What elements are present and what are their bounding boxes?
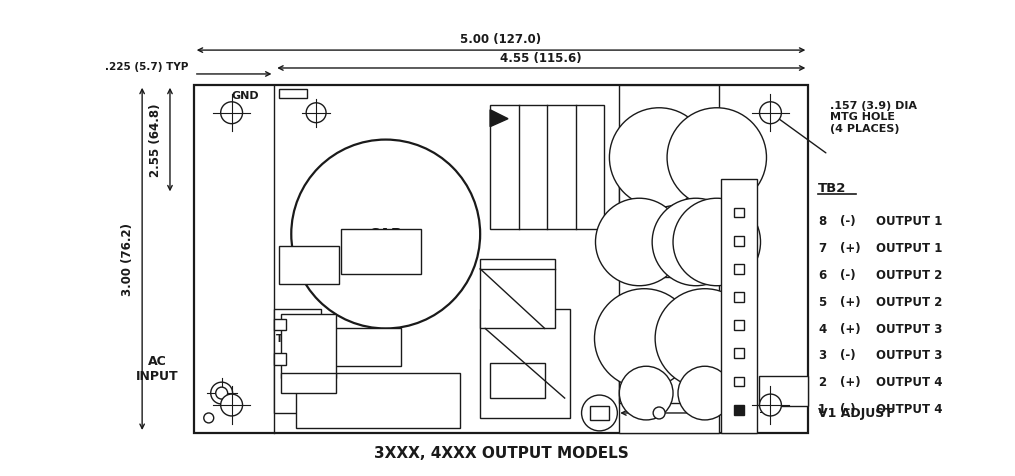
Bar	[194, 86, 808, 433]
Text: 5.00 (127.0): 5.00 (127.0)	[461, 33, 542, 46]
Circle shape	[204, 413, 214, 423]
Bar	[480, 259, 555, 329]
Text: (+): (+)	[840, 376, 861, 388]
Bar	[274, 319, 286, 331]
Circle shape	[619, 367, 673, 420]
Circle shape	[759, 394, 782, 416]
Bar	[734, 208, 744, 218]
Text: AC
INPUT: AC INPUT	[136, 355, 179, 382]
Bar	[341, 229, 420, 274]
Bar	[279, 247, 339, 284]
Bar	[281, 373, 336, 393]
Text: 4.55 (115.6): 4.55 (115.6)	[500, 52, 583, 65]
Bar	[281, 314, 336, 378]
Circle shape	[211, 382, 232, 404]
Text: (-): (-)	[840, 215, 856, 228]
Bar	[734, 348, 744, 358]
Circle shape	[216, 387, 227, 399]
Bar	[734, 377, 744, 387]
Bar	[490, 106, 604, 229]
Text: 5: 5	[818, 295, 826, 308]
Circle shape	[596, 199, 683, 286]
Bar	[296, 373, 460, 428]
Bar	[721, 180, 756, 433]
Circle shape	[655, 289, 754, 388]
Circle shape	[220, 103, 243, 124]
Bar	[734, 405, 744, 415]
Bar	[274, 354, 286, 366]
Text: OUTPUT 1: OUTPUT 1	[876, 241, 942, 255]
Bar	[490, 364, 545, 398]
Bar	[274, 309, 321, 413]
Text: (+): (+)	[840, 295, 861, 308]
Circle shape	[220, 394, 243, 416]
Text: .157 (3.9) DIA
MTG HOLE
(4 PLACES): .157 (3.9) DIA MTG HOLE (4 PLACES)	[830, 100, 918, 134]
Circle shape	[653, 407, 665, 419]
Text: V1 ADJUST: V1 ADJUST	[818, 407, 893, 419]
Bar	[321, 329, 401, 367]
Circle shape	[667, 109, 766, 208]
Text: (+): (+)	[840, 322, 861, 335]
Circle shape	[582, 395, 617, 431]
Bar	[734, 292, 744, 302]
Bar	[734, 320, 744, 330]
Circle shape	[673, 199, 760, 286]
Bar	[734, 264, 744, 274]
Bar	[619, 148, 684, 277]
Text: GND: GND	[231, 90, 260, 100]
Text: CAP: CAP	[368, 227, 403, 242]
Text: OUTPUT 1: OUTPUT 1	[876, 215, 942, 228]
Text: OUTPUT 3: OUTPUT 3	[876, 348, 942, 362]
Bar	[590, 406, 609, 420]
Text: 1: 1	[758, 405, 764, 414]
Bar	[279, 89, 308, 99]
Text: 4: 4	[818, 322, 826, 335]
Bar	[619, 373, 684, 403]
Text: 6: 6	[818, 268, 826, 281]
Bar	[734, 236, 744, 246]
Text: N: N	[289, 320, 298, 330]
Text: TB2: TB2	[818, 182, 847, 195]
Bar	[758, 377, 808, 406]
Text: 3: 3	[818, 348, 826, 362]
Circle shape	[653, 199, 740, 286]
Text: TB2: TB2	[705, 295, 716, 318]
Text: 3XXX, 4XXX OUTPUT MODELS: 3XXX, 4XXX OUTPUT MODELS	[374, 445, 628, 460]
Circle shape	[609, 109, 708, 208]
Bar	[480, 309, 569, 418]
Text: 7: 7	[818, 241, 826, 255]
Text: OUTPUT 2: OUTPUT 2	[876, 295, 942, 308]
Text: OUTPUT 4: OUTPUT 4	[876, 376, 942, 388]
Text: (+): (+)	[840, 241, 861, 255]
Text: 2: 2	[818, 376, 826, 388]
Text: (-): (-)	[840, 402, 856, 415]
Text: TB1: TB1	[276, 334, 298, 344]
Text: .225 (5.7) TYP: .225 (5.7) TYP	[106, 62, 189, 72]
Text: 1: 1	[818, 402, 826, 415]
Circle shape	[307, 104, 326, 123]
Polygon shape	[490, 110, 508, 128]
Text: 2.55 (64.8): 2.55 (64.8)	[149, 104, 162, 177]
Text: 3.00 (76.2): 3.00 (76.2)	[121, 223, 134, 296]
Bar	[619, 86, 719, 433]
Text: L: L	[289, 355, 296, 365]
Text: (-): (-)	[840, 348, 856, 362]
Text: OUTPUT 2: OUTPUT 2	[876, 268, 942, 281]
Circle shape	[759, 103, 782, 124]
Text: (-): (-)	[840, 268, 856, 281]
Text: OUTPUT 3: OUTPUT 3	[876, 322, 942, 335]
Circle shape	[595, 289, 694, 388]
Circle shape	[291, 140, 480, 329]
Text: OUTPUT 4: OUTPUT 4	[876, 402, 942, 415]
Text: 8: 8	[818, 215, 826, 228]
Circle shape	[678, 367, 732, 420]
